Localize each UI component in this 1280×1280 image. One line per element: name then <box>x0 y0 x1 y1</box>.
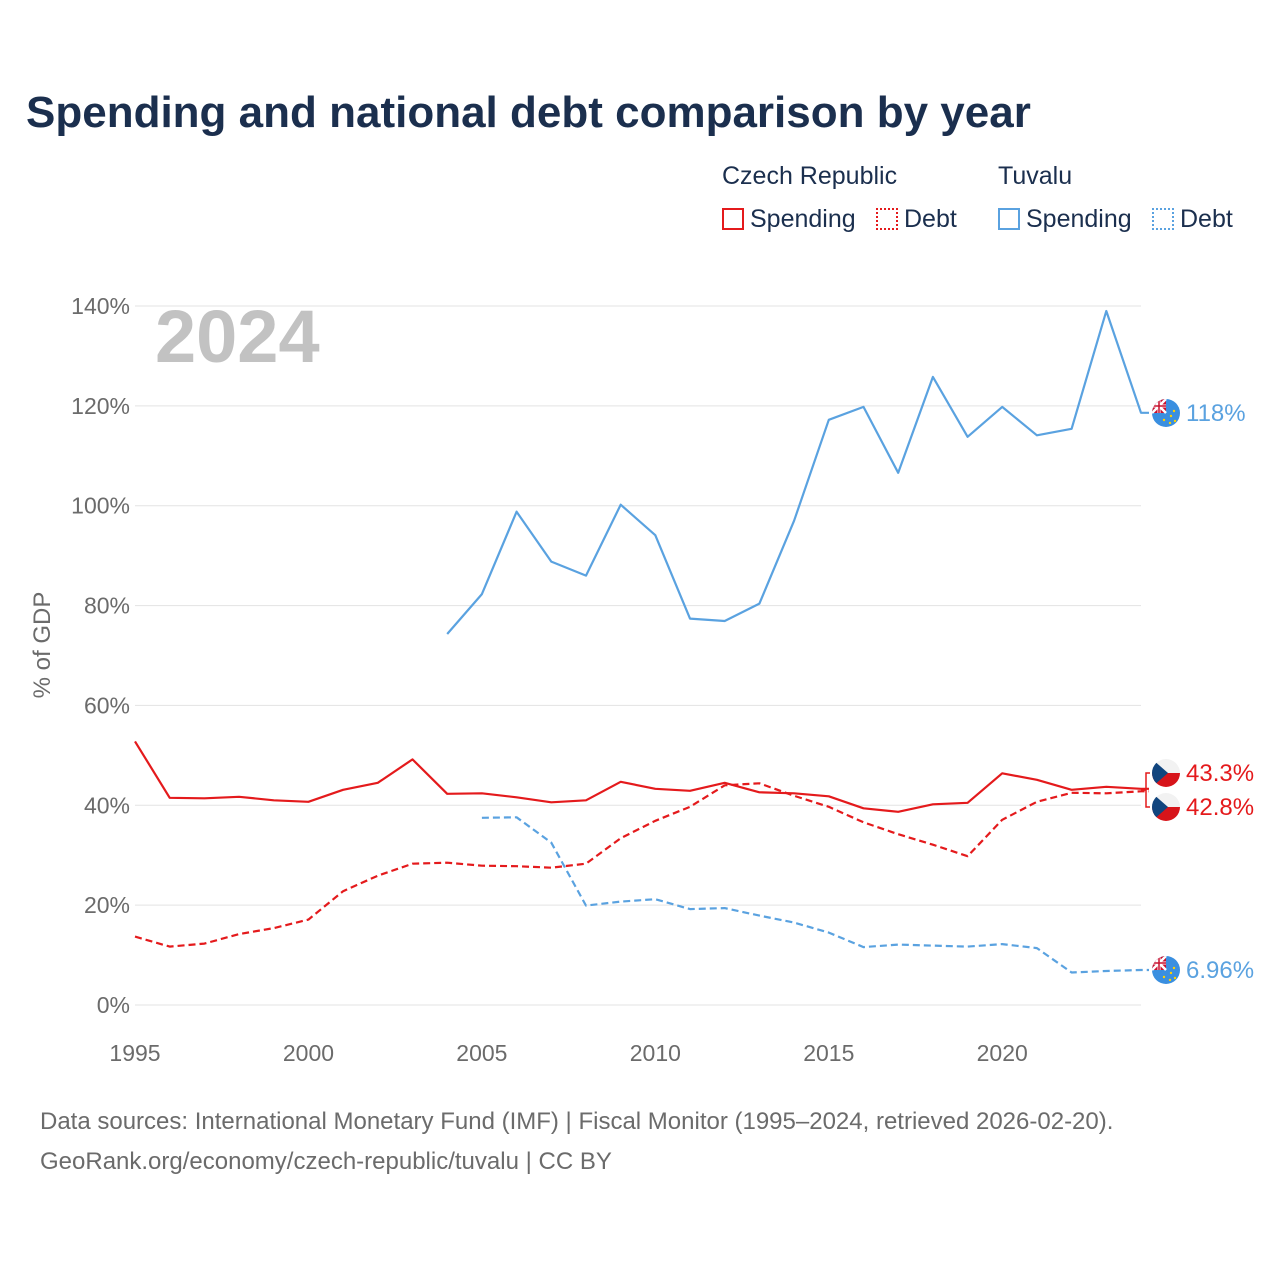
czech-flag-icon <box>1152 793 1180 821</box>
y-tick-label: 0% <box>97 992 130 1018</box>
legend-swatch-czech-debt <box>876 208 898 230</box>
tuvalu-flag-icon <box>1152 399 1180 427</box>
legend-swatch-czech-spending <box>722 208 744 230</box>
x-axis-ticks: 1995 2000 2005 2010 2015 2020 <box>109 1040 1027 1066</box>
series-line-tuvalu-spending <box>446 309 1149 635</box>
x-tick-label: 2010 <box>630 1040 681 1066</box>
series-line-czech-republic-debt <box>134 782 1149 948</box>
series-line-czech-republic-spending <box>134 740 1149 813</box>
tuvalu-flag-icon <box>1152 956 1180 984</box>
end-label-czech-republic-debt: 42.8% <box>1186 794 1254 821</box>
y-tick-label: 40% <box>84 792 130 818</box>
y-tick-label: 140% <box>71 293 130 319</box>
line-chart: 0% 20% 40% 60% 80% 100% 120% 140% 1995 2000 2005 2… <box>29 293 1254 1066</box>
legend-group-tuvalu: Tuvalu <box>998 162 1073 190</box>
end-label-tuvalu-debt: 6.96% <box>1186 957 1254 984</box>
x-tick-label: 1995 <box>109 1040 160 1066</box>
legend-item-czech-debt[interactable]: Debt <box>876 204 957 234</box>
y-axis-ticks: 0% 20% 40% 60% 80% 100% 120% 140% <box>71 293 130 1018</box>
gridlines <box>135 305 1141 1006</box>
legend-swatch-tuvalu-spending <box>998 208 1020 230</box>
czech-flag-icon <box>1152 759 1180 787</box>
czech-end-bracket <box>1141 772 1150 808</box>
chart-title: Spending and national debt comparison by… <box>26 88 1031 137</box>
end-label-tuvalu-spending: 118% <box>1186 400 1246 427</box>
footer-credit: GeoRank.org/economy/czech-republic/tuval… <box>40 1148 612 1175</box>
legend-item-czech-spending[interactable]: Spending <box>722 204 856 234</box>
legend-label-czech-debt: Debt <box>904 204 957 233</box>
y-tick-label: 20% <box>84 892 130 918</box>
legend-swatch-tuvalu-debt <box>1152 208 1174 230</box>
x-tick-label: 2015 <box>803 1040 854 1066</box>
x-tick-label: 2000 <box>283 1040 334 1066</box>
end-labels: 118% 43.3% 42.8% 6.96% <box>1141 399 1254 984</box>
y-axis-label: % of GDP <box>29 592 56 699</box>
y-tick-label: 80% <box>84 593 130 619</box>
legend-item-tuvalu-debt[interactable]: Debt <box>1152 204 1233 234</box>
year-label: 2024 <box>155 295 320 378</box>
x-tick-label: 2005 <box>456 1040 507 1066</box>
footer-sources: Data sources: International Monetary Fun… <box>40 1108 1114 1135</box>
legend-item-tuvalu-spending[interactable]: Spending <box>998 204 1132 234</box>
legend-label-tuvalu-debt: Debt <box>1180 204 1233 233</box>
series-lines <box>134 309 1149 974</box>
series-line-tuvalu-debt <box>481 816 1149 974</box>
legend-group-czech-republic: Czech Republic <box>722 162 898 190</box>
x-tick-label: 2020 <box>977 1040 1028 1066</box>
y-tick-label: 60% <box>84 692 130 718</box>
end-label-czech-republic-spending: 43.3% <box>1186 760 1254 787</box>
legend-label-tuvalu-spending: Spending <box>1026 204 1132 233</box>
legend-label-czech-spending: Spending <box>750 204 856 233</box>
y-tick-label: 120% <box>71 393 130 419</box>
y-tick-label: 100% <box>71 493 130 519</box>
